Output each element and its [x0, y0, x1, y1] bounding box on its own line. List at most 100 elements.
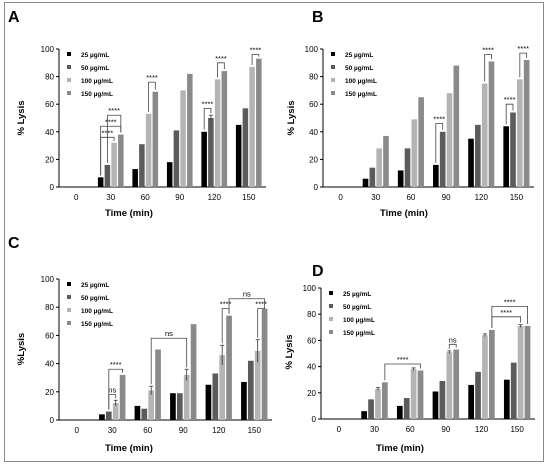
significance-label: **** — [105, 117, 117, 126]
bar — [134, 405, 141, 420]
x-tick-label: 150 — [242, 193, 256, 202]
x-tick-label: 120 — [208, 193, 222, 202]
significance-label: **** — [517, 44, 529, 53]
bar — [221, 71, 228, 187]
bar — [155, 349, 161, 420]
bar — [242, 108, 249, 187]
significance-bracket — [519, 52, 528, 78]
significance-label: **** — [110, 360, 122, 369]
bar — [368, 399, 374, 419]
bar — [446, 352, 453, 419]
significance-bracket — [491, 316, 522, 328]
bar — [382, 382, 388, 419]
y-tick-label: 40 — [307, 363, 316, 372]
x-axis-title: Time (min) — [376, 443, 424, 454]
bar — [118, 134, 124, 187]
legend-label: 50 µg/mL — [81, 65, 109, 72]
significance-label: **** — [482, 46, 494, 55]
x-tick-label: 60 — [406, 425, 415, 434]
bar — [432, 391, 439, 419]
bar — [190, 324, 197, 420]
significance-bracket — [448, 343, 457, 349]
bar — [411, 119, 418, 187]
legend-label: 100 µg/mL — [81, 78, 113, 85]
bar — [214, 79, 221, 187]
bar — [433, 164, 439, 187]
x-tick-label: 120 — [212, 426, 226, 435]
legend-label: 25 µg/mL — [343, 291, 371, 298]
significance-label: **** — [504, 297, 516, 306]
y-tick-label: 0 — [312, 415, 317, 424]
bar — [439, 131, 446, 187]
bar — [523, 60, 530, 187]
panel-letter: C — [8, 235, 20, 252]
y-tick-label: 40 — [45, 128, 54, 137]
bar — [410, 369, 417, 419]
bar — [187, 73, 193, 187]
bar — [119, 374, 126, 420]
bar — [362, 178, 369, 187]
x-tick-label: 60 — [143, 426, 152, 435]
bar — [453, 65, 460, 187]
bar — [148, 390, 155, 420]
bar — [241, 381, 247, 420]
significance-label: **** — [202, 99, 214, 108]
significance-label: **** — [215, 54, 227, 63]
legend-label: 25 µg/mL — [81, 282, 109, 289]
x-tick-label: 0 — [338, 193, 343, 202]
x-tick-label: 150 — [248, 426, 262, 435]
bar — [503, 126, 509, 187]
bar — [176, 393, 183, 420]
bar — [104, 164, 111, 187]
x-tick-label: 0 — [337, 425, 342, 434]
legend-swatch — [67, 52, 71, 56]
legend-label: 50 µg/mL — [81, 295, 109, 302]
x-tick-label: 0 — [74, 193, 79, 202]
significance-label: ns — [243, 290, 251, 299]
bar — [468, 138, 474, 187]
legend-swatch — [329, 304, 333, 308]
panel-letter: A — [8, 9, 20, 26]
significance-label: **** — [255, 300, 267, 309]
legend-label: 50 µg/mL — [343, 304, 371, 311]
y-tick-label: 60 — [45, 100, 54, 109]
legend-label: 25 µg/mL — [81, 52, 109, 59]
bar — [482, 335, 488, 419]
significance-label: **** — [504, 95, 516, 104]
bar — [145, 113, 152, 187]
y-tick-label: 40 — [309, 128, 318, 137]
significance-bracket — [484, 54, 492, 82]
bar — [468, 384, 474, 419]
x-tick-label: 90 — [442, 193, 451, 202]
bar — [261, 308, 268, 420]
bar — [201, 131, 207, 187]
y-axis-title: % Lysis — [16, 100, 27, 135]
bar — [418, 97, 424, 187]
bar — [446, 93, 453, 187]
x-tick-label: 120 — [475, 193, 489, 202]
significance-bracket — [148, 81, 156, 112]
bar — [517, 325, 524, 419]
bar — [152, 91, 159, 187]
x-tick-label: 120 — [475, 425, 489, 434]
y-tick-label: 80 — [45, 303, 54, 312]
panel-d: D 0 20 40 60 80 100 0 30 60 90 120 150 Time (min) % Ly… — [284, 263, 535, 454]
y-axis-title: % Lysis — [284, 334, 295, 369]
significance-bracket — [228, 298, 265, 314]
bar — [481, 83, 488, 187]
significance-label: ns — [108, 386, 116, 395]
bar — [375, 388, 381, 419]
bar — [249, 66, 255, 187]
y-tick-label: 100 — [305, 45, 319, 54]
bar — [397, 170, 404, 187]
significance-label: **** — [250, 46, 262, 55]
legend-swatch — [329, 291, 333, 295]
y-tick-label: 60 — [309, 100, 318, 109]
legend-label: 100 µg/mL — [345, 78, 377, 85]
x-tick-label: 30 — [370, 425, 379, 434]
significance-label: **** — [220, 300, 232, 309]
bar — [369, 167, 376, 187]
y-tick-label: 0 — [314, 183, 319, 192]
significance-label: **** — [500, 308, 512, 317]
bar — [475, 124, 481, 187]
